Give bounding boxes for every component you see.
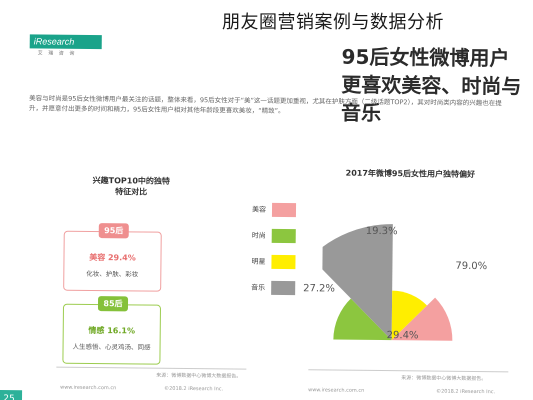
rose-segment-音乐 xyxy=(321,224,393,341)
legend-label: 美容 xyxy=(251,205,267,214)
data-label: 27.2% xyxy=(303,283,336,295)
legend-swatch xyxy=(271,280,296,296)
legend-label: 时尚 xyxy=(251,231,266,240)
card-keywords: 化妆、护肤、彩妆 xyxy=(86,269,139,279)
data-label: 19.3% xyxy=(365,225,398,238)
footer-copyright: ©2018.2 iResearch Inc. xyxy=(164,385,224,393)
data-label: 29.4% xyxy=(386,330,419,342)
legend-item: 明星 xyxy=(237,254,307,272)
brand-logo: iResearch xyxy=(29,34,102,50)
data-label: 79.0% xyxy=(455,260,488,273)
footer-source: 来源：微博数据中心微博大数据报告。 xyxy=(401,375,487,383)
page-number: 25 xyxy=(0,389,23,400)
card-85: 85后 情感 16.1% 人生感悟、心灵鸡汤、同感 xyxy=(62,296,162,365)
card-stat: 美容 29.4% xyxy=(89,252,136,263)
brand-subtitle: 艾 瑞 咨 询 xyxy=(37,50,77,57)
legend-label: 音乐 xyxy=(251,283,266,292)
legend-swatch xyxy=(271,228,296,244)
legend-item: 美容 xyxy=(238,202,308,220)
footer-source: 来源：微博数据中心微博大数据报告。 xyxy=(156,372,242,380)
report-slide: iResearch 艾 瑞 咨 询 95后女性微博用户更喜欢美容、时尚与音乐 美… xyxy=(0,18,533,400)
card-tag: 95后 xyxy=(98,223,129,239)
footer-url: www.iresearch.com.cn xyxy=(308,387,365,394)
rose-segment-时尚 xyxy=(333,298,392,341)
legend-swatch xyxy=(271,254,296,270)
card-tag: 85后 xyxy=(97,296,129,312)
card-keywords: 人生感悟、心灵鸡汤、同感 xyxy=(72,342,151,352)
footer-url: www.iresearch.com.cn xyxy=(60,384,117,392)
legend-item: 时尚 xyxy=(238,228,308,246)
comparison-title: 兴趣TOP10中的独特特征对比 xyxy=(92,175,170,197)
footer-rule xyxy=(56,366,247,370)
overlay-title: 朋友圈营销案例与数据分析 xyxy=(222,8,530,34)
body-paragraph: 美容与时尚是95后女性微博用户最关注的话题，整体来看，95后女性对于“美”这一话… xyxy=(29,94,502,115)
rose-segment-明星 xyxy=(391,290,428,341)
footer-rule xyxy=(308,369,509,373)
legend-swatch xyxy=(271,202,297,218)
footer-copyright: ©2018.2 iResearch Inc. xyxy=(436,388,496,396)
card-stat: 情感 16.1% xyxy=(88,325,136,336)
legend-label: 明星 xyxy=(251,257,266,266)
pie-chart xyxy=(321,224,453,341)
rose-segment-美容 xyxy=(391,297,453,341)
chart-title: 2017年微博95后女性用户独特偏好 xyxy=(345,168,476,179)
legend-item: 音乐 xyxy=(237,280,307,297)
card-95: 95后 美容 29.4% 化妆、护肤、彩妆 xyxy=(63,223,162,292)
